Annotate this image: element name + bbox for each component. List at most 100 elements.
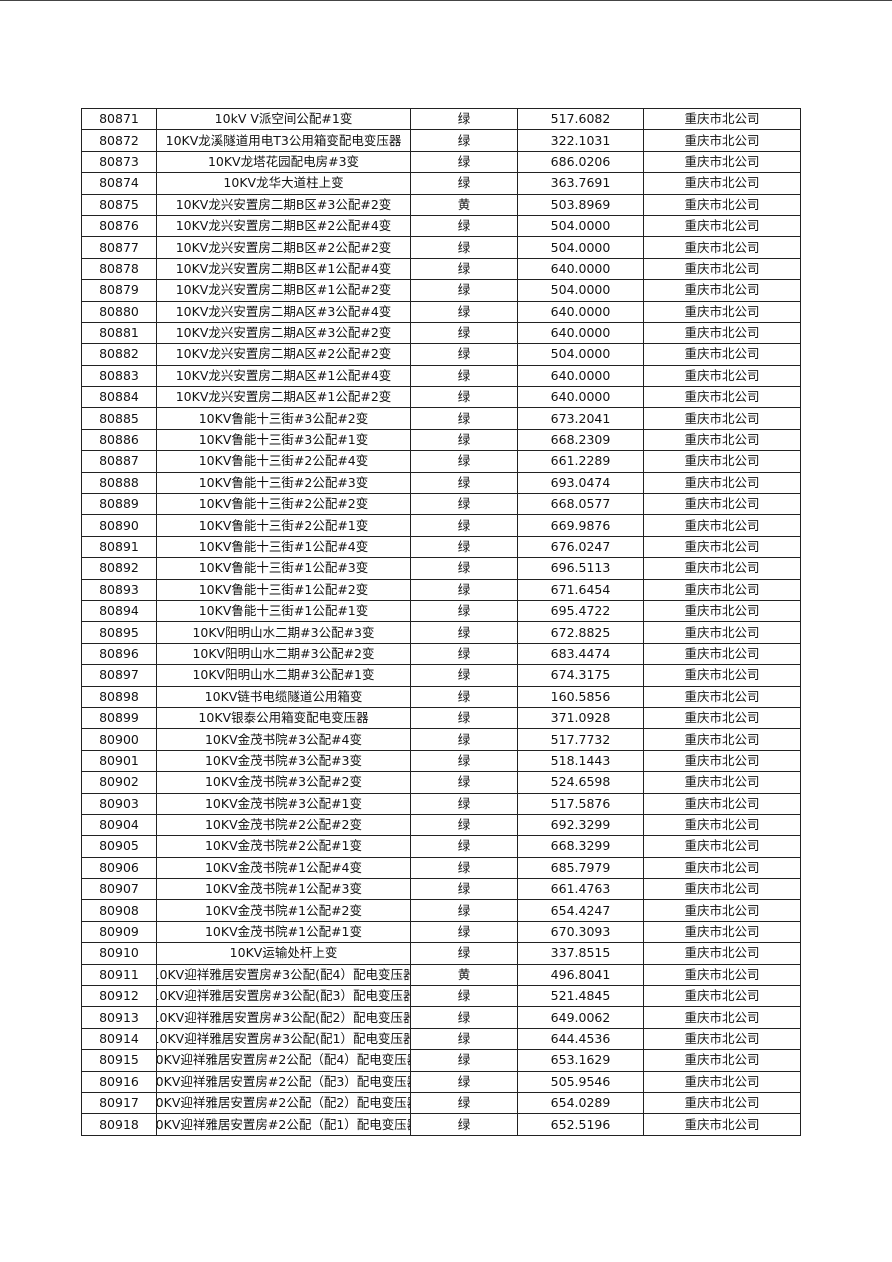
cell-text: 10KV迎祥雅居安置房#2公配（配1）配电变压器: [157, 1116, 410, 1132]
status-cell: 黄: [410, 963, 518, 987]
id-cell: 80915: [81, 1049, 157, 1072]
value-cell: 668.2309: [517, 428, 644, 452]
transformer-name-cell: 10KV金茂书院#3公配#2变: [156, 771, 411, 794]
cell-text: 80905: [99, 838, 139, 854]
value-cell: 653.1629: [517, 1049, 644, 1072]
value-cell: 685.7979: [517, 856, 644, 880]
transformer-name-cell: 10KV鲁能十三街#1公配#3变: [156, 557, 411, 580]
cell-text: 重庆市北公司: [684, 1030, 760, 1046]
cell-text: 10KV金茂书院#3公配#4变: [204, 731, 362, 747]
id-cell: 80892: [81, 557, 157, 580]
transformer-name-cell: 10KV鲁能十三街#3公配#1变: [156, 428, 411, 452]
cell-text: 668.2309: [550, 432, 611, 448]
transformer-name-cell: 10kV V派空间公配#1变: [156, 107, 411, 131]
cell-text: 80886: [99, 432, 139, 448]
cell-text: 重庆市北公司: [684, 752, 760, 768]
cell-text: 重庆市北公司: [684, 389, 760, 405]
transformer-name-cell: 10KV龙兴安置房二期A区#1公配#4变: [156, 364, 411, 388]
value-cell: 640.0000: [517, 257, 644, 281]
status-cell: 绿: [410, 1006, 518, 1029]
cell-text: 80882: [99, 346, 139, 362]
transformer-name-cell: 10KV迎祥雅居安置房#3公配(配4）配电变压器: [156, 963, 411, 987]
cell-text: 重庆市北公司: [684, 132, 760, 148]
cell-text: 绿: [457, 1009, 471, 1025]
id-cell: 80879: [81, 279, 157, 302]
cell-text: 绿: [457, 731, 471, 747]
cell-text: 重庆市北公司: [684, 988, 760, 1004]
cell-text: 绿: [457, 603, 471, 619]
cell-text: 绿: [457, 474, 471, 490]
cell-text: 661.4763: [550, 881, 611, 897]
value-cell: 517.6082: [517, 107, 644, 131]
value-cell: 668.0577: [517, 493, 644, 516]
cell-text: 绿: [457, 859, 471, 875]
value-cell: 661.2289: [517, 450, 644, 473]
cell-text: 10KV龙兴安置房二期B区#1公配#4变: [175, 260, 392, 276]
company-cell: 重庆市北公司: [643, 749, 801, 773]
cell-text: 693.0474: [550, 474, 611, 490]
cell-text: 504.0000: [550, 218, 611, 234]
cell-text: 640.0000: [550, 325, 611, 341]
table-row: 80899 10KV银泰公用箱变配电变压器 绿 371.0928 重庆市北公司: [81, 706, 801, 730]
cell-text: 80891: [99, 539, 139, 554]
table-row: 80875 10KV龙兴安置房二期B区#3公配#2变 黄 503.8969 重庆市北公司: [81, 193, 801, 216]
status-cell: 绿: [410, 728, 518, 751]
id-cell: 80890: [81, 514, 157, 537]
status-cell: 绿: [410, 257, 518, 281]
table-row: 80881 10KV龙兴安置房二期A区#3公配#2变 绿 640.0000 重庆市北公司: [81, 321, 801, 345]
transformer-name-cell: 10KV龙华大道柱上变: [156, 172, 411, 195]
value-cell: 668.3299: [517, 835, 644, 858]
value-cell: 654.4247: [517, 899, 644, 922]
table-row: 80912 10KV迎祥雅居安置房#3公配(配3）配电变压器 绿 521.4845 重庆…: [81, 985, 801, 1008]
transformer-name-cell: 10KV龙兴安置房二期B区#1公配#4变: [156, 257, 411, 281]
cell-text: 重庆市北公司: [684, 560, 760, 576]
cell-text: 绿: [457, 517, 471, 533]
cell-text: 671.6454: [550, 581, 611, 597]
cell-text: 80872: [99, 132, 139, 148]
status-cell: 绿: [410, 835, 518, 858]
value-cell: 676.0247: [517, 535, 644, 559]
transformer-name-cell: 10KV金茂书院#1公配#1变: [156, 920, 411, 944]
cell-text: 绿: [457, 902, 471, 918]
transformer-name-cell: 10KV鲁能十三街#2公配#3变: [156, 471, 411, 495]
id-cell: 80917: [81, 1091, 157, 1115]
cell-text: 重庆市北公司: [684, 539, 760, 554]
company-cell: 重庆市北公司: [643, 792, 801, 815]
cell-text: 重庆市北公司: [684, 731, 760, 747]
cell-text: 10KV龙兴安置房二期A区#3公配#4变: [175, 303, 392, 319]
table-row: 80893 10KV鲁能十三街#1公配#2变 绿 671.6454 重庆市北公司: [81, 578, 801, 601]
transformer-name-cell: 10KV迎祥雅居安置房#2公配（配2）配电变压器: [156, 1091, 411, 1115]
table-row: 80891 10KV鲁能十三街#1公配#4变 绿 676.0247 重庆市北公司: [81, 535, 801, 559]
status-cell: 绿: [410, 621, 518, 644]
table-row: 80911 10KV迎祥雅居安置房#3公配(配4）配电变压器 黄 496.8041 重庆…: [81, 963, 801, 987]
status-cell: 绿: [410, 771, 518, 794]
table-row: 80872 10KV龙溪隧道用电T3公用箱变配电变压器 绿 322.1031 重庆市北公…: [81, 129, 801, 152]
value-cell: 504.0000: [517, 236, 644, 259]
cell-text: 80875: [99, 196, 139, 212]
table-row: 80907 10KV金茂书院#1公配#3变 绿 661.4763 重庆市北公司: [81, 878, 801, 901]
cell-text: 672.8825: [550, 624, 611, 640]
cell-text: 505.9546: [550, 1073, 611, 1089]
cell-text: 绿: [457, 218, 471, 234]
cell-text: 重庆市北公司: [684, 710, 760, 726]
table-row: 80873 10KV龙塔花园配电房#3变 绿 686.0206 重庆市北公司: [81, 150, 801, 174]
cell-text: 10KV阳明山水二期#3公配#1变: [192, 667, 375, 683]
value-cell: 503.8969: [517, 193, 644, 216]
transformer-name-cell: 10KV迎祥雅居安置房#3公配(配3）配电变压器: [156, 985, 411, 1008]
transformer-name-cell: 10KV鲁能十三街#3公配#2变: [156, 407, 411, 430]
cell-text: 绿: [457, 325, 471, 341]
cell-text: 绿: [457, 560, 471, 576]
value-cell: 517.5876: [517, 792, 644, 815]
transformer-name-cell: 10KV迎祥雅居安置房#3公配(配1）配电变压器: [156, 1027, 411, 1051]
status-cell: 绿: [410, 942, 518, 965]
id-cell: 80899: [81, 706, 157, 730]
company-cell: 重庆市北公司: [643, 257, 801, 281]
transformer-name-cell: 10KV链书电缆隧道公用箱变: [156, 685, 411, 708]
company-cell: 重庆市北公司: [643, 557, 801, 580]
company-cell: 重庆市北公司: [643, 963, 801, 987]
table-row: 80914 10KV迎祥雅居安置房#3公配(配1）配电变压器 绿 644.4536 重庆…: [81, 1027, 801, 1051]
cell-text: 10KV迎祥雅居安置房#3公配(配3）配电变压器: [157, 988, 410, 1004]
cell-text: 重庆市北公司: [684, 239, 760, 255]
table-row: 80917 10KV迎祥雅居安置房#2公配（配2）配电变压器 绿 654.0289 重庆…: [81, 1091, 801, 1115]
status-cell: 绿: [410, 386, 518, 409]
